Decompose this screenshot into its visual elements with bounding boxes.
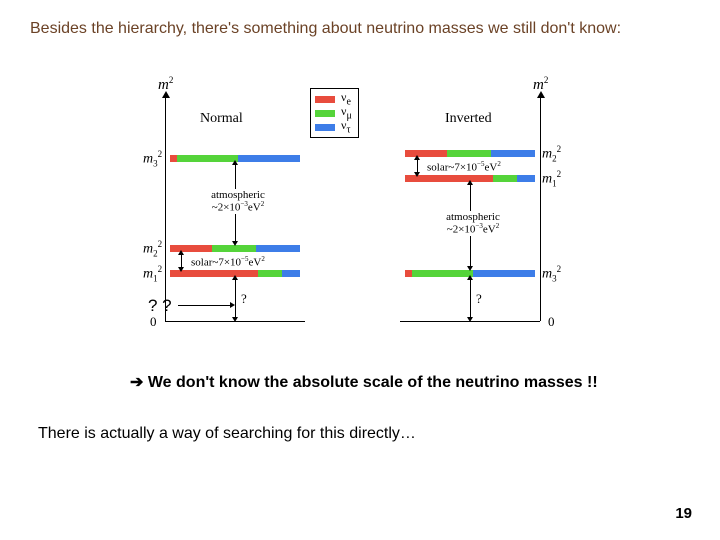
unknown-arrow xyxy=(178,305,230,306)
slide-title: Besides the hierarchy, there's something… xyxy=(30,18,670,40)
legend-box: νe νμ ντ xyxy=(310,88,359,138)
inverted-unknown-arrow xyxy=(470,280,471,317)
inverted-m3-label: m32 xyxy=(542,264,561,283)
page-number: 19 xyxy=(675,505,692,522)
legend-nutau: ντ xyxy=(315,120,352,134)
neutrino-mass-figure: m2 Normal m2 Inverted νe νμ ντ m32 m22 m… xyxy=(135,85,565,345)
normal-title: Normal xyxy=(200,111,243,127)
inverted-solar-text: solar~7×10−5eV2 xyxy=(427,161,501,174)
inverted-atmos-text: atmospheric~2×10−3eV2 xyxy=(443,211,503,236)
normal-qmark: ? xyxy=(241,291,247,307)
followup-text: There is actually a way of searching for… xyxy=(38,425,416,443)
right-axis xyxy=(540,97,541,321)
inverted-m2-bar xyxy=(405,150,535,157)
inverted-zero: 0 xyxy=(548,314,555,330)
inverted-m2-label: m22 xyxy=(542,144,561,163)
normal-m1-label: m12 xyxy=(143,264,162,283)
arrow-icon: ➔ xyxy=(130,374,143,391)
normal-m3-label: m32 xyxy=(143,149,162,168)
normal-zero: 0 xyxy=(150,314,157,330)
left-axis-label: m2 xyxy=(158,75,173,94)
conclusion-text: ➔ We don't know the absolute scale of th… xyxy=(130,372,598,392)
left-axis xyxy=(165,97,166,321)
unknown-marker: ? ? xyxy=(148,296,172,316)
normal-solar-text: solar~7×10−5eV2 xyxy=(191,256,265,269)
normal-solar-arrow xyxy=(181,255,182,267)
inverted-qmark: ? xyxy=(476,291,482,307)
normal-m2-bar xyxy=(170,245,300,252)
right-axis-label: m2 xyxy=(533,75,548,94)
inverted-title: Inverted xyxy=(445,111,492,127)
inverted-solar-arrow xyxy=(417,160,418,172)
normal-unknown-arrow xyxy=(235,280,236,317)
normal-atmos-text: atmospheric~2×10−3eV2 xyxy=(208,189,268,214)
inverted-m1-label: m12 xyxy=(542,169,561,188)
normal-m2-label: m22 xyxy=(143,239,162,258)
